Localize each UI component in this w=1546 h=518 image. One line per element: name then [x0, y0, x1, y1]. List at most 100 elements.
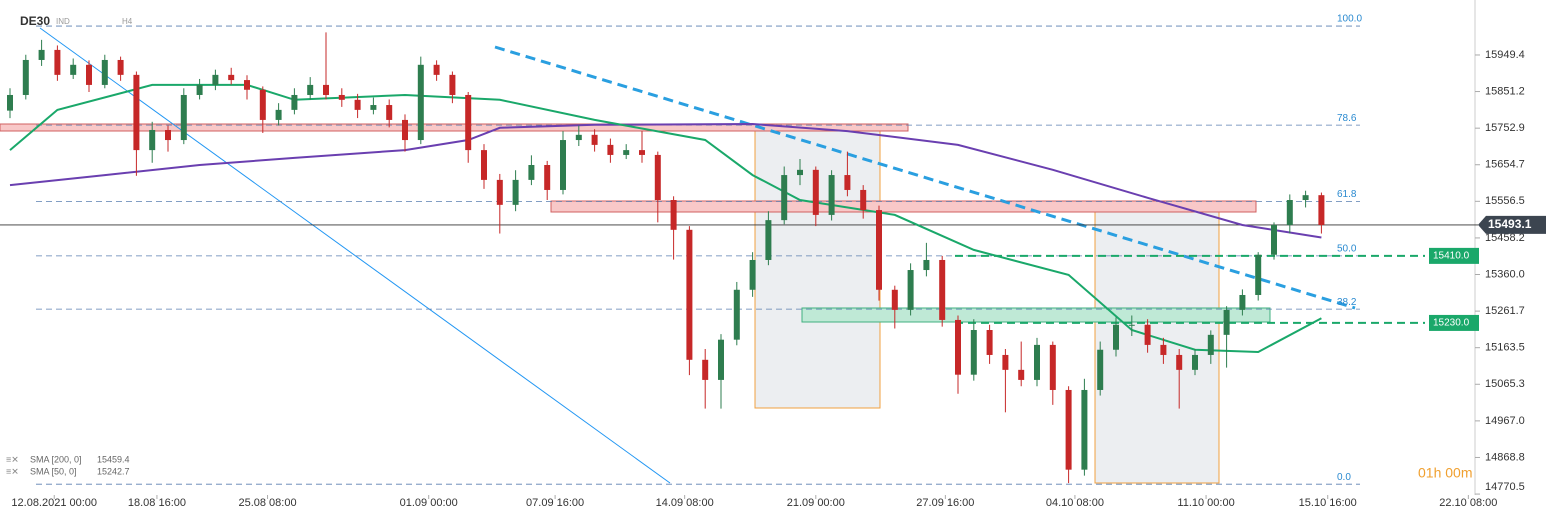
- candle-body: [970, 330, 977, 375]
- x-tick-label: 22.10 08:00: [1439, 497, 1497, 509]
- candle-body: [117, 59, 124, 75]
- x-tick-label: 07.09 16:00: [526, 497, 584, 509]
- candle-body: [733, 289, 740, 340]
- level-tag-label: 15410.0: [1433, 251, 1470, 262]
- fib-label: 78.6: [1337, 113, 1357, 124]
- candle-body: [1144, 324, 1151, 345]
- candle-body: [544, 165, 551, 190]
- x-tick-label: 21.09 00:00: [787, 497, 845, 509]
- last-price-tag: [1478, 215, 1546, 234]
- candle-body: [607, 144, 614, 155]
- candle-body: [1160, 344, 1167, 355]
- x-tick-label: 14.09 08:00: [656, 497, 714, 509]
- legend-name: SMA [50, 0]: [30, 466, 77, 476]
- candle-body: [259, 89, 266, 120]
- candle-body: [1239, 294, 1246, 310]
- candle-body: [670, 200, 677, 230]
- candle-body: [1002, 354, 1009, 370]
- candle-body: [955, 319, 961, 375]
- instrument-type: IND: [56, 17, 70, 26]
- legend-value: 15459.4: [97, 454, 130, 464]
- level-tag: [1429, 247, 1479, 264]
- candle-body: [654, 154, 661, 201]
- y-tick-label: 14868.8: [1485, 451, 1525, 463]
- y-tick-label: 15458.2: [1485, 232, 1525, 244]
- candle-body: [781, 175, 788, 221]
- candle-body: [1065, 389, 1072, 470]
- candle-body: [1271, 224, 1277, 255]
- y-tick-label: 15163.5: [1485, 342, 1525, 354]
- candle-body: [212, 74, 219, 85]
- candle-body: [180, 94, 187, 141]
- candle-body: [338, 94, 345, 100]
- symbol: DE30: [20, 14, 50, 28]
- candle-body: [560, 140, 566, 190]
- candle-body: [1192, 354, 1198, 370]
- candle-body: [1097, 349, 1104, 390]
- candle-body: [1113, 324, 1119, 350]
- trend-line: [494, 45, 1356, 310]
- candle-body: [718, 339, 724, 380]
- sma-line: [9, 83, 1322, 354]
- countdown: 01h 00m: [1418, 465, 1472, 481]
- x-tick-label: 18.08 16:00: [128, 497, 186, 509]
- x-tick-label: 27.09 16:00: [916, 497, 974, 509]
- candle-body: [244, 80, 250, 90]
- fib-label: 50.0: [1337, 244, 1357, 255]
- candle-body: [512, 179, 519, 205]
- candle-body: [370, 105, 377, 110]
- candle-body: [1128, 324, 1135, 326]
- legend-name: SMA [200, 0]: [30, 454, 82, 464]
- candle-body: [1018, 369, 1025, 380]
- level-tag: [1429, 314, 1479, 331]
- candle-body: [149, 129, 156, 151]
- candle-body: [354, 99, 361, 110]
- candle-body: [417, 64, 424, 141]
- candle-body: [1302, 195, 1309, 201]
- candle-body: [1176, 354, 1183, 370]
- candle-body: [449, 74, 456, 95]
- candle-body: [749, 259, 756, 290]
- candle-body: [876, 210, 882, 290]
- candle-body: [402, 119, 408, 141]
- y-tick-label: 15752.9: [1485, 122, 1525, 134]
- legend-icon: ≡✕: [6, 466, 19, 476]
- candle-body: [1286, 200, 1293, 225]
- candle-body: [22, 59, 29, 95]
- candle-body: [575, 134, 582, 141]
- candle-body: [323, 84, 329, 95]
- candle-body: [54, 49, 61, 75]
- x-tick-label: 04.10 08:00: [1046, 497, 1104, 509]
- candle-body: [165, 129, 171, 141]
- x-tick-label: 11.10 00:00: [1177, 497, 1234, 509]
- candle-body: [496, 179, 503, 205]
- y-tick-label: 15654.7: [1485, 159, 1525, 171]
- x-tick-label: 01.09 00:00: [400, 497, 458, 509]
- candle-body: [1049, 344, 1056, 390]
- candle-body: [481, 150, 487, 180]
- candle-body: [907, 270, 914, 310]
- candle-body: [386, 105, 393, 120]
- candle-body: [639, 150, 645, 155]
- fib-label: 38.2: [1337, 297, 1357, 308]
- fib-label: 0.0: [1337, 472, 1351, 483]
- candle-body: [591, 134, 598, 145]
- candle-body: [1318, 195, 1325, 225]
- candle-body: [1034, 344, 1040, 380]
- candle-body: [133, 74, 140, 151]
- candle-body: [528, 165, 535, 180]
- candle-body: [70, 64, 77, 75]
- legend-value: 15242.7: [97, 466, 130, 476]
- last-price-label: 15493.1: [1488, 217, 1532, 231]
- x-tick-label: 15.10 16:00: [1299, 497, 1357, 509]
- candle-body: [939, 259, 946, 320]
- y-tick-label: 15851.2: [1485, 85, 1525, 97]
- y-tick-label: 14770.5: [1485, 481, 1525, 493]
- candle-body: [101, 59, 108, 85]
- candle-body: [686, 229, 693, 360]
- y-tick-label: 15360.0: [1485, 268, 1525, 280]
- candle-body: [275, 109, 282, 120]
- x-tick-label: 25.08 08:00: [238, 497, 296, 509]
- candle-body: [291, 94, 298, 110]
- candle-body: [38, 49, 45, 60]
